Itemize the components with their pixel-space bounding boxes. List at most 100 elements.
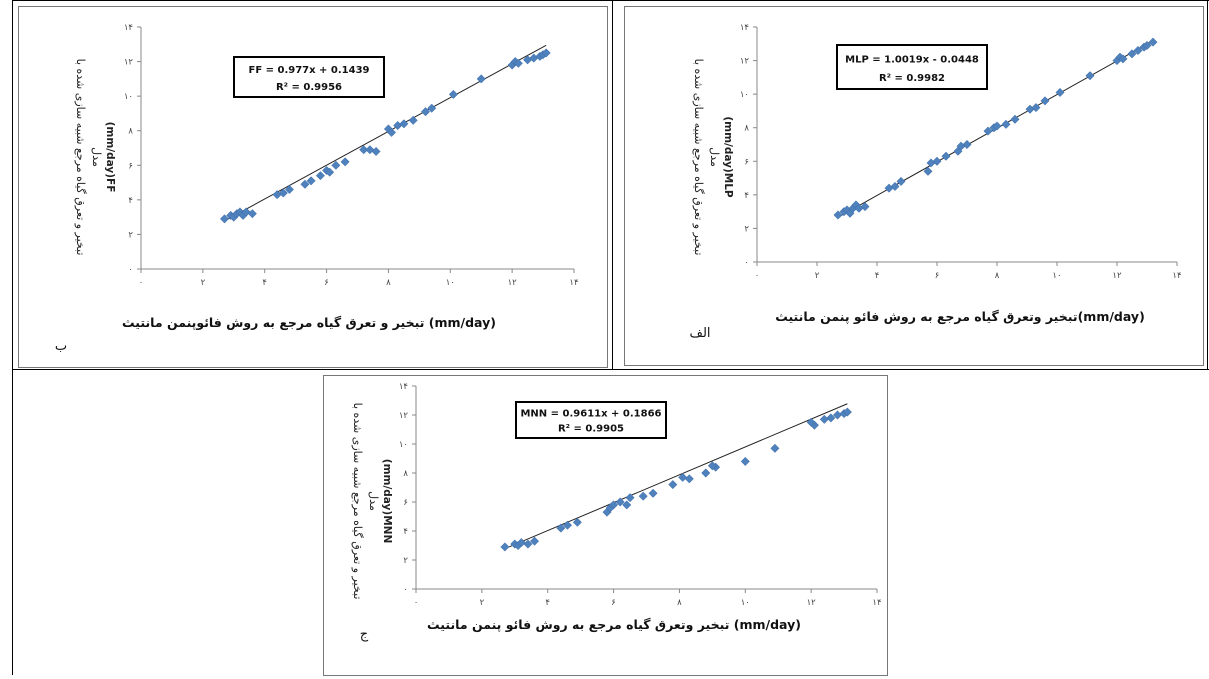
equation-box bbox=[836, 44, 988, 90]
data-point bbox=[638, 491, 648, 501]
data-point bbox=[1142, 40, 1152, 51]
y-tick-label: ۱۰ bbox=[124, 92, 133, 102]
data-point bbox=[941, 151, 951, 161]
data-point bbox=[707, 461, 717, 471]
data-point bbox=[842, 407, 852, 417]
y-axis-title-line1: تبخیر و تعرق گیاه مرجع شبیه سازی شده با bbox=[351, 403, 364, 600]
data-point bbox=[1040, 96, 1050, 106]
data-point bbox=[1055, 87, 1065, 98]
y-axis-title-line1: تبخیر و تعرق گیاه مرجع شبیه سازی شده با bbox=[692, 59, 705, 256]
data-point bbox=[923, 166, 933, 176]
y-tick-label: ۸ bbox=[403, 469, 408, 479]
data-point bbox=[983, 126, 993, 136]
table-border-right bbox=[1207, 0, 1208, 370]
data-point bbox=[315, 171, 325, 181]
data-point bbox=[529, 536, 540, 546]
y-tick-label: ۲ bbox=[403, 556, 408, 566]
x-tick-label: ۱۰ bbox=[1052, 271, 1061, 281]
y-axis-title: تبخیر و تعرق گیاه مرجع شبیه سازی شده با م… bbox=[351, 403, 393, 600]
data-point bbox=[1031, 103, 1041, 113]
chart-svg-alef: ۰ ۲ ۴ ۶ ۸ ۱۰ ۱۲ ۱۴ ۰ ۲ ۴ ۶ ۸ ۱۰ ۱۲ ۱۴ MLP = 1.0019x - 0.… bbox=[689, 23, 1181, 341]
data-point bbox=[399, 119, 409, 129]
data-point bbox=[371, 146, 381, 157]
data-point bbox=[740, 456, 750, 466]
data-point bbox=[247, 209, 257, 219]
data-point bbox=[1001, 119, 1011, 129]
data-point bbox=[562, 520, 573, 530]
x-tick-label: ۲ bbox=[480, 598, 485, 608]
x-tick-label: ۸ bbox=[386, 278, 391, 288]
regression-equation: MLP = 1.0019x - 0.0448 bbox=[845, 55, 979, 66]
table-border-left bbox=[12, 0, 13, 675]
panel-label: الف bbox=[689, 326, 710, 341]
y-tick-label: ۰ bbox=[128, 265, 133, 275]
x-tick-label: ۸ bbox=[677, 598, 682, 608]
panel-label: ج bbox=[360, 627, 369, 642]
y-tick-label: ۱۴ bbox=[124, 23, 133, 33]
data-point bbox=[1118, 54, 1128, 64]
y-axis-title-line3: (mm/day)MNN bbox=[381, 459, 393, 543]
table-border-top bbox=[12, 0, 1209, 1]
data-point bbox=[300, 179, 310, 189]
x-tick-label: ۶ bbox=[324, 278, 329, 288]
x-tick-label: ۱۰ bbox=[741, 598, 750, 608]
table-border-middle bbox=[612, 0, 613, 370]
data-point bbox=[896, 176, 906, 186]
data-point bbox=[359, 145, 369, 155]
y-tick-label: ۲ bbox=[128, 230, 133, 240]
data-point bbox=[668, 480, 678, 490]
data-point bbox=[340, 157, 350, 167]
data-point bbox=[408, 115, 418, 125]
data-point bbox=[331, 160, 341, 170]
x-tick-label: ۰ bbox=[139, 278, 144, 288]
y-tick-label: ۴ bbox=[128, 196, 133, 206]
data-point bbox=[523, 539, 533, 549]
chart-svg-b: ۰ ۲ ۴ ۶ ۸ ۱۰ ۱۲ ۱۴ ۰ ۲ ۴ ۶ ۸ ۱۰ ۱۲ ۱۴ FF = 0.977x + 0.14… bbox=[55, 23, 579, 354]
data-point bbox=[284, 184, 295, 195]
panel-label: ب bbox=[55, 339, 67, 354]
x-tick-label: ۴ bbox=[545, 598, 550, 608]
y-tick-label: ۸ bbox=[744, 124, 749, 134]
chart-svg-jim: ۰ ۲ ۴ ۶ ۸ ۱۰ ۱۲ ۱۴ ۰ ۲ ۴ ۶ ۸ ۱۰ ۱۲ ۱۴ MNN = 0.9611x + 0.… bbox=[351, 382, 882, 642]
y-tick-label: ۱۲ bbox=[399, 411, 409, 421]
data-point bbox=[513, 58, 523, 68]
data-point bbox=[556, 523, 566, 533]
data-point bbox=[427, 103, 437, 113]
y-tick-label: ۴ bbox=[744, 191, 749, 201]
data-point bbox=[622, 500, 632, 510]
table-row-divider bbox=[12, 369, 1209, 370]
regression-equation: FF = 0.977x + 0.1439 bbox=[248, 65, 369, 76]
data-point bbox=[833, 210, 843, 220]
x-tick-label: ۰ bbox=[755, 271, 760, 281]
data-point bbox=[219, 214, 230, 224]
y-tick-label: ۱۲ bbox=[124, 58, 134, 68]
data-point bbox=[420, 107, 431, 117]
x-tick-label: ۱۲ bbox=[807, 598, 817, 608]
x-axis-title: تبخیر وتعرق گیاه مرجع به روش فائو پنمن م… bbox=[775, 309, 1145, 324]
y-tick-label: ۱۴ bbox=[399, 382, 408, 392]
y-tick-label: ۶ bbox=[403, 498, 408, 508]
y-axis-title-line2: مدل bbox=[90, 147, 103, 167]
data-point bbox=[770, 443, 780, 453]
x-tick-label: ۴ bbox=[875, 271, 880, 281]
data-point bbox=[1133, 45, 1143, 56]
data-point bbox=[1010, 114, 1020, 124]
data-point bbox=[625, 493, 635, 503]
r-squared-label: R² = 0.9982 bbox=[879, 73, 945, 84]
data-point bbox=[932, 156, 942, 166]
data-point bbox=[572, 517, 582, 527]
x-tick-label: ۰ bbox=[414, 598, 419, 608]
data-point bbox=[448, 89, 458, 99]
x-tick-label: ۲ bbox=[815, 271, 820, 281]
x-axis-title: تبخیر وتعرق گیاه مرجع به روش فائو پنمن م… bbox=[427, 617, 801, 632]
y-tick-label: ۰ bbox=[744, 258, 749, 268]
y-tick-label: ۴ bbox=[403, 527, 408, 537]
data-point bbox=[386, 127, 397, 137]
data-point bbox=[278, 188, 288, 198]
y-axis-title: تبخیر و تعرق گیاه مرجع شبیه سازی شده با م… bbox=[74, 59, 116, 256]
data-point bbox=[684, 474, 694, 484]
y-axis-title-line3: (mm/day)MLP bbox=[722, 116, 734, 198]
x-tick-label: ۱۲ bbox=[508, 278, 518, 288]
data-point bbox=[541, 48, 551, 58]
chart-panel-b: ۰ ۲ ۴ ۶ ۸ ۱۰ ۱۲ ۱۴ ۰ ۲ ۴ ۶ ۸ ۱۰ ۱۲ ۱۴ FF = 0.977x + 0.14… bbox=[18, 6, 608, 368]
